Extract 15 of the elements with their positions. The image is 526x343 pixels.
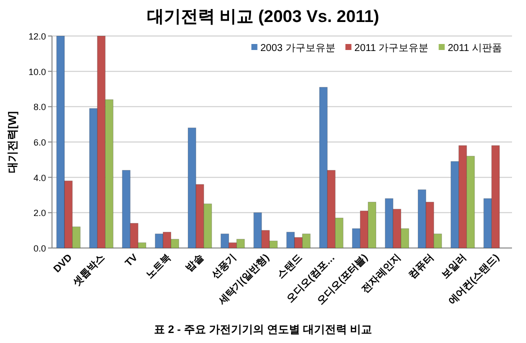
x-tick-label: 밥솥 <box>184 252 206 274</box>
y-tick-label: 8.0 <box>33 102 46 112</box>
legend-label: 2011 시판품 <box>448 43 502 54</box>
text: 표 2 - 주요 가전기기의 연도별 대기전력 비교 <box>154 324 372 336</box>
y-tick-label: 2.0 <box>33 208 46 218</box>
y-tick-label: 12.0 <box>28 32 46 42</box>
y-tick-label: 6.0 <box>33 138 46 148</box>
title: 대기전력 비교 (2003 Vs. 2011) <box>146 7 380 26</box>
y-tick-label: 0.0 <box>33 244 46 254</box>
x-tick-label: TV <box>123 252 140 270</box>
legend-label: 2011 가구보유분 <box>354 43 429 54</box>
y-tick-label: 10.0 <box>28 66 46 77</box>
legend-label: 2003 가구보유분 <box>260 43 336 54</box>
y-tick-label: 4.0 <box>33 172 46 183</box>
y-axis-title: 대기전력[W] <box>7 110 19 173</box>
